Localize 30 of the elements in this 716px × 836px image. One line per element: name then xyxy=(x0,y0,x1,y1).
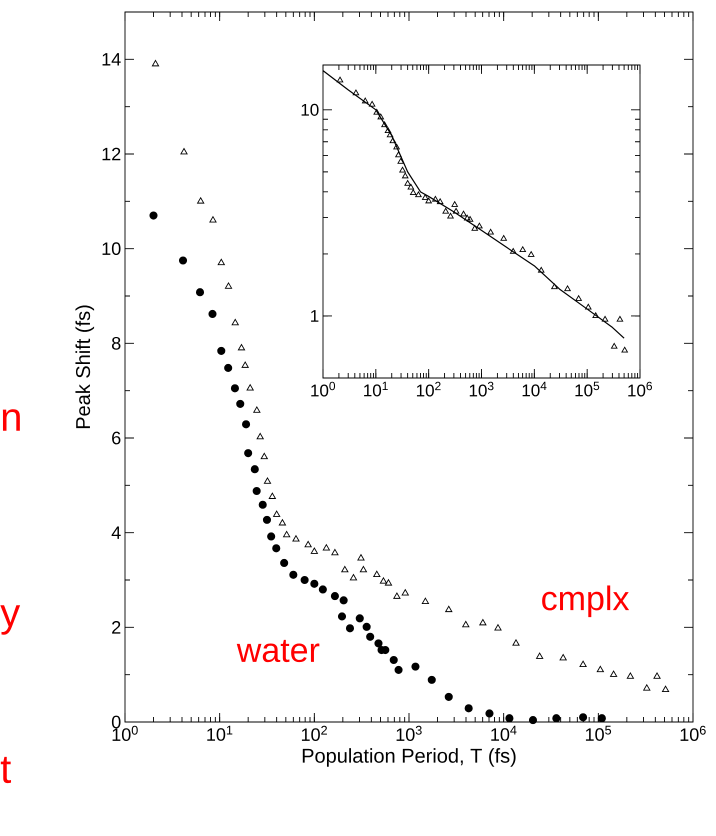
y-tick-label: 2 xyxy=(112,621,120,634)
x-tick-label: 10$^{2}$ xyxy=(416,382,441,397)
legend-label: cmplx xyxy=(542,585,630,618)
x-tick-label: 10$^{2}$ xyxy=(302,726,327,742)
y-tick-label: 6 xyxy=(112,432,120,444)
y-tick-label: 12 xyxy=(102,148,120,160)
x-tick-label: 10$^{3}$ xyxy=(470,382,494,397)
y-tick-label: 10 xyxy=(102,242,121,256)
x-axis-title: Population Period, T (fs) xyxy=(302,748,516,767)
y-axis-title: Peak Shift (fs) xyxy=(75,305,94,428)
y-tick-label: 0 xyxy=(112,716,121,728)
x-tick-label: 10$^{1}$ xyxy=(364,382,388,396)
text: n xyxy=(2,409,20,431)
y-tick-label: 10 xyxy=(302,104,319,116)
x-tick-label: 10$^{1}$ xyxy=(207,726,232,741)
x-tick-label: 10$^{6}$ xyxy=(628,382,652,397)
x-tick-label: 10$^{4}$ xyxy=(522,382,547,396)
x-tick-label: 10$^{4}$ xyxy=(491,726,517,741)
x-tick-label: 10$^{5}$ xyxy=(575,382,600,396)
y-tick-label: 14 xyxy=(102,53,121,66)
x-tick-label: 10$^{5}$ xyxy=(586,726,612,741)
y-tick-label: 1 xyxy=(311,310,318,322)
x-tick-label: 10$^{0}$ xyxy=(311,382,336,397)
x-tick-label: 10$^{3}$ xyxy=(396,726,422,742)
text: t xyxy=(0,756,12,784)
x-tick-label: 10$^{6}$ xyxy=(680,726,706,742)
text: y xyxy=(0,605,20,635)
y-tick-label: 8 xyxy=(112,336,120,350)
series-label: water xyxy=(236,640,320,662)
y-tick-label: 4 xyxy=(112,526,121,539)
